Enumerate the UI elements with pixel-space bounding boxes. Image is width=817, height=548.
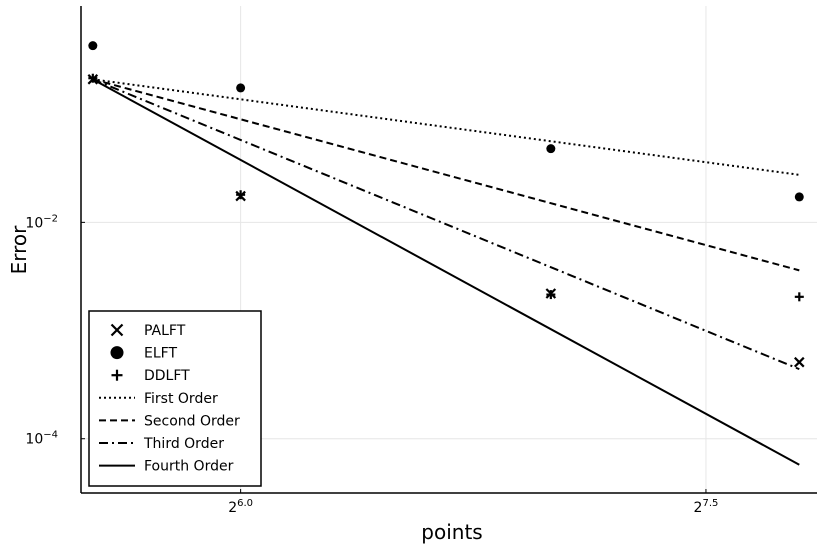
- legend-marker-ddlft: [111, 369, 123, 381]
- legend-marker-elft: [110, 346, 124, 360]
- legend-marker-palft-stroke-b: [110, 323, 124, 337]
- axes: [80, 6, 817, 494]
- point-elft-2: [546, 144, 556, 154]
- series-line-fourth-order: [92, 78, 800, 466]
- series-line-second-order: [92, 78, 800, 272]
- y-tick-label-1: 10−4: [25, 430, 58, 448]
- x-tick-label-1: 27.5: [694, 498, 719, 516]
- legend-label-ddlft: DDLFT: [144, 368, 190, 384]
- x-tick-label-0: 26.0: [228, 498, 253, 516]
- series-line-first-order: [92, 78, 800, 176]
- legend-label-fourth-order: Fourth Order: [144, 459, 234, 475]
- point-elft-1: [236, 83, 246, 93]
- legend-box: [88, 310, 262, 487]
- point-palft-3-stroke-b: [794, 356, 805, 368]
- legend-label-elft: ELFT: [144, 346, 177, 362]
- point-ddlft-0: [88, 73, 98, 83]
- point-palft-3: [794, 356, 805, 368]
- legend: PALFT ELFT DDLFT First Order Second Order Thi…: [88, 310, 262, 487]
- legend-label-palft: PALFT: [144, 323, 186, 339]
- point-elft-3: [794, 192, 804, 202]
- point-elft-0: [88, 41, 98, 51]
- legend-label-third-order: Third Order: [143, 436, 224, 452]
- point-ddlft-2: [546, 290, 556, 300]
- point-ddlft-1: [236, 190, 246, 200]
- legend-label-second-order: Second Order: [144, 413, 240, 429]
- legend-label-first-order: First Order: [144, 391, 218, 407]
- series-layer: [87, 41, 805, 466]
- legend-marker-palft: [110, 323, 124, 337]
- point-ddlft-3: [794, 292, 804, 302]
- x-axis-label: points: [421, 520, 482, 544]
- series-line-third-order: [92, 78, 800, 371]
- y-axis-label: Error: [7, 225, 31, 275]
